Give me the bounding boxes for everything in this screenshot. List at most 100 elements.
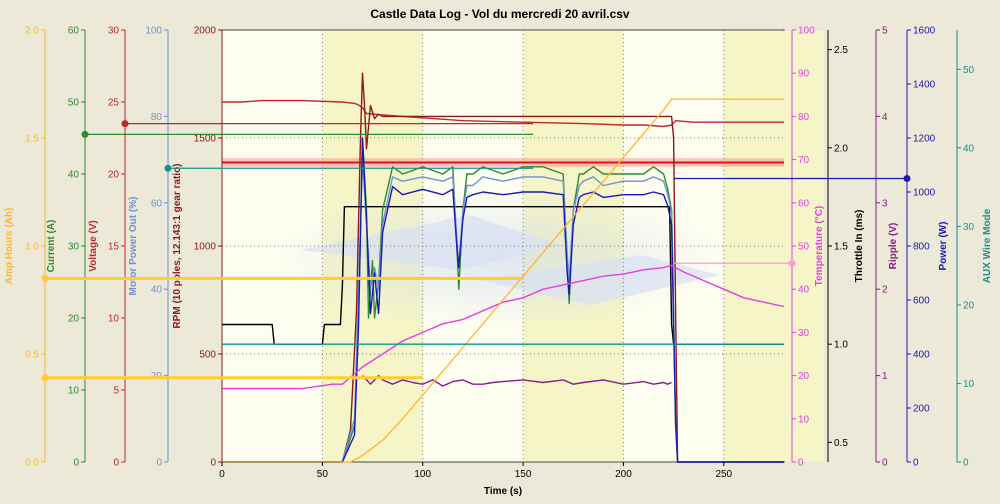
tick-label: 15 [108, 242, 120, 253]
axis-title: Power (W) [938, 222, 949, 271]
tick-label: 10 [108, 314, 120, 325]
axis-title: Amp Hours (Ah) [4, 208, 15, 285]
cursor-dot-current [81, 130, 89, 138]
tick-label: 500 [199, 350, 216, 361]
tick-label: 60 [798, 198, 810, 209]
tick-label: 0 [882, 458, 888, 469]
chart-title: Castle Data Log - Vol du mercredi 20 avr… [370, 7, 630, 21]
tick-label: 40 [963, 143, 975, 154]
cursor-dot-amp_hours [41, 274, 49, 282]
tick-label: 10 [68, 386, 80, 397]
x-tick-label: 200 [615, 469, 632, 480]
watermark-logo [270, 188, 730, 328]
tick-label: 400 [913, 350, 930, 361]
tick-label: 800 [913, 242, 930, 253]
tick-label: 2000 [194, 26, 217, 37]
tick-label: 1200 [913, 134, 936, 145]
tick-label: 0 [73, 458, 79, 469]
cursor-dot-temperature [788, 259, 796, 267]
series-line-motor_power [222, 158, 784, 463]
tick-label: 0 [210, 458, 216, 469]
axis-title: Current (A) [46, 220, 57, 273]
tick-label: 5 [113, 386, 119, 397]
tick-label: 60 [68, 26, 80, 37]
x-tick-label: 0 [219, 469, 225, 480]
tick-label: 2.0 [834, 143, 848, 154]
watermark-wing-left [300, 215, 560, 270]
tick-label: 20 [108, 170, 120, 181]
tick-label: 0 [798, 458, 804, 469]
axis-aux: 0 10 20 30 40 50 AUX Wire Mode [956, 30, 993, 469]
axis-title: Ripple (V) [888, 223, 899, 270]
tick-label: 1400 [913, 80, 936, 91]
tick-label: 0 [156, 458, 162, 469]
x-axis: 0 50 100 150 200 250 [219, 462, 733, 480]
tick-label: 40 [68, 170, 80, 181]
tick-label: 1.0 [834, 340, 848, 351]
series-line-throttle [222, 205, 784, 345]
tick-label: 40 [798, 285, 810, 296]
tick-label: 1000 [913, 188, 936, 199]
tick-label: 5 [882, 26, 888, 37]
cursor-dot-amp_hours [41, 374, 49, 382]
tick-label: 60 [151, 198, 163, 209]
axis-current: 0 10 20 30 40 50 60 Current (A) [46, 26, 86, 469]
gridlines [222, 30, 784, 462]
tick-label: 1 [882, 371, 888, 382]
tick-label: 1.5 [834, 242, 848, 253]
series-line-ripple [361, 374, 672, 387]
axis-title: Motor Power Out (%) [128, 197, 139, 296]
tick-label: 80 [798, 112, 810, 123]
x-tick-label: 150 [515, 469, 532, 480]
tick-label: 10 [798, 414, 810, 425]
axis-title: AUX Wire Mode [982, 208, 993, 283]
cursor-dot-voltage [121, 120, 129, 128]
axis-title: Temperature (°C) [814, 206, 825, 287]
tick-label: 1.0 [25, 242, 39, 253]
plot-stripe [723, 31, 784, 461]
axis-ripple: 0 1 2 3 4 5 Ripple (V) [875, 26, 899, 469]
tick-label: 0.5 [25, 350, 39, 361]
tick-label: 0 [113, 458, 119, 469]
cursor-markers [41, 120, 911, 382]
axis-temperature: 0 10 20 30 40 50 60 70 80 90 100 Temperature (°C) [791, 26, 825, 469]
tick-label: 200 [913, 404, 930, 415]
tick-label: 30 [963, 222, 975, 233]
tick-label: 2.5 [834, 45, 848, 56]
axis-amp_hours: 0.0 0.5 1.0 1.5 2.0 Amp Hours (Ah) [4, 26, 46, 469]
x-axis-label: Time (s) [484, 486, 522, 497]
series-line-amp_hours [222, 98, 784, 463]
cursor-dot-motor_power [164, 164, 172, 172]
tick-label: 2 [882, 285, 888, 296]
tick-label: 30 [68, 242, 80, 253]
axis-voltage: 0 5 10 15 20 25 30 Voltage (V) [88, 26, 126, 469]
series-line-voltage [222, 99, 784, 128]
tick-label: 100 [145, 26, 162, 37]
tick-label: 3 [882, 198, 888, 209]
tick-label: 20 [798, 371, 810, 382]
axis-motor_power: 020406080100Motor Power Out (%) [128, 26, 169, 469]
tick-label: 1000 [194, 242, 217, 253]
tick-label: 50 [798, 242, 810, 253]
axis-title: Voltage (V) [88, 220, 99, 271]
axis-throttle: 0.5 1.0 1.5 2.0 2.5 Throttle In (ms) [827, 30, 865, 462]
tick-label: 80 [151, 112, 163, 123]
tick-label: 40 [151, 285, 163, 296]
axis-title: RPM (10 poles, 12.143:1 gear ratio) [172, 163, 183, 328]
tick-label: 0 [963, 458, 969, 469]
tick-label: 1500 [194, 134, 217, 145]
tick-label: 30 [798, 328, 810, 339]
tick-label: 0.0 [25, 458, 39, 469]
x-tick-label: 50 [317, 469, 329, 480]
tick-label: 0 [913, 458, 919, 469]
cursor-dot-power [903, 175, 911, 182]
tick-label: 0.5 [834, 438, 848, 449]
tick-label: 100 [798, 26, 815, 37]
tick-label: 90 [798, 69, 810, 80]
tick-label: 70 [798, 155, 810, 166]
tick-label: 4 [882, 112, 888, 123]
tick-label: 50 [68, 98, 80, 109]
